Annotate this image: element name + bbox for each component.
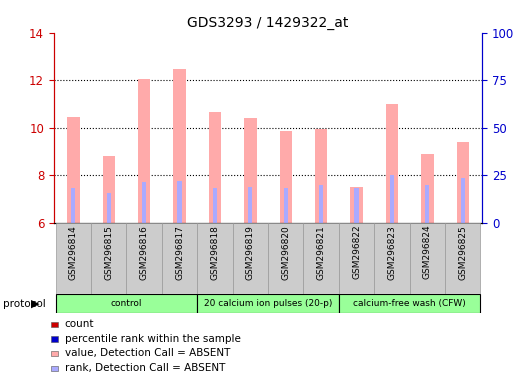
Text: GSM296820: GSM296820 bbox=[281, 225, 290, 280]
Text: control: control bbox=[111, 299, 142, 308]
Text: value, Detection Call = ABSENT: value, Detection Call = ABSENT bbox=[65, 348, 230, 358]
Bar bbox=[67, 117, 80, 223]
Bar bbox=[315, 129, 327, 223]
Bar bbox=[55, 294, 197, 313]
Bar bbox=[71, 188, 75, 223]
Text: GSM296814: GSM296814 bbox=[69, 225, 78, 280]
Text: GSM296818: GSM296818 bbox=[210, 225, 220, 280]
Text: GSM296824: GSM296824 bbox=[423, 225, 432, 280]
Text: 20 calcium ion pulses (20-p): 20 calcium ion pulses (20-p) bbox=[204, 299, 332, 308]
Bar bbox=[457, 142, 469, 223]
Bar bbox=[390, 175, 394, 223]
Bar bbox=[374, 223, 410, 294]
Bar bbox=[339, 223, 374, 294]
Bar bbox=[55, 223, 91, 294]
Bar bbox=[268, 223, 304, 294]
Bar bbox=[213, 188, 217, 223]
Bar bbox=[173, 70, 186, 223]
Bar bbox=[248, 187, 252, 223]
Text: percentile rank within the sample: percentile rank within the sample bbox=[65, 334, 241, 344]
Bar bbox=[91, 223, 126, 294]
Bar bbox=[339, 294, 481, 313]
Bar bbox=[425, 185, 429, 223]
Bar bbox=[197, 223, 232, 294]
Text: GSM296821: GSM296821 bbox=[317, 225, 326, 280]
Text: rank, Detection Call = ABSENT: rank, Detection Call = ABSENT bbox=[65, 363, 225, 373]
Bar bbox=[103, 156, 115, 223]
Bar bbox=[461, 177, 465, 223]
Text: GSM296823: GSM296823 bbox=[387, 225, 397, 280]
Bar bbox=[232, 223, 268, 294]
Bar bbox=[284, 188, 288, 223]
Bar bbox=[304, 223, 339, 294]
Text: calcium-free wash (CFW): calcium-free wash (CFW) bbox=[353, 299, 466, 308]
Text: count: count bbox=[65, 319, 94, 329]
Bar bbox=[126, 223, 162, 294]
Text: GSM296816: GSM296816 bbox=[140, 225, 149, 280]
Bar bbox=[107, 193, 111, 223]
Bar bbox=[209, 112, 221, 223]
Text: GSM296815: GSM296815 bbox=[104, 225, 113, 280]
Text: GSM296817: GSM296817 bbox=[175, 225, 184, 280]
Bar bbox=[350, 187, 363, 223]
Bar bbox=[445, 223, 481, 294]
Bar bbox=[244, 118, 256, 223]
Bar bbox=[162, 223, 197, 294]
Bar bbox=[319, 185, 323, 223]
Bar bbox=[138, 79, 150, 223]
Bar bbox=[197, 294, 339, 313]
Text: GSM296825: GSM296825 bbox=[458, 225, 467, 280]
Bar bbox=[142, 182, 146, 223]
Text: GSM296819: GSM296819 bbox=[246, 225, 255, 280]
Text: GSM296822: GSM296822 bbox=[352, 225, 361, 280]
Bar bbox=[421, 154, 433, 223]
Text: protocol: protocol bbox=[3, 299, 45, 309]
Bar bbox=[177, 181, 182, 223]
Bar bbox=[410, 223, 445, 294]
Text: ▶: ▶ bbox=[30, 299, 39, 309]
Bar bbox=[386, 104, 398, 223]
Bar bbox=[354, 188, 359, 223]
Title: GDS3293 / 1429322_at: GDS3293 / 1429322_at bbox=[187, 16, 349, 30]
Bar bbox=[280, 131, 292, 223]
